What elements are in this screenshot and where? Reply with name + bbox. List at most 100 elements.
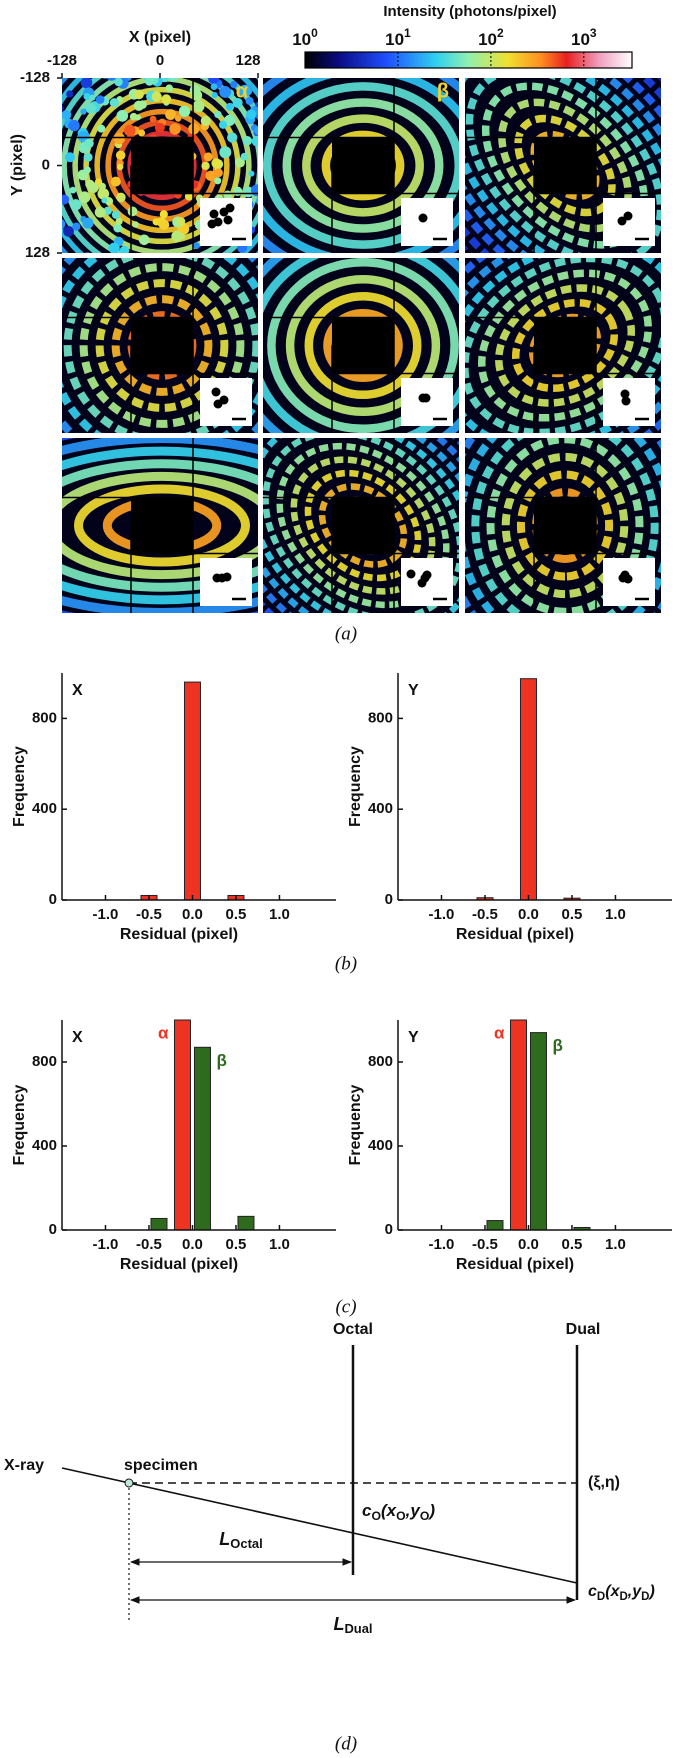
speckle (232, 97, 243, 108)
ring (321, 130, 405, 201)
diffraction-image (263, 258, 459, 433)
text-run: ,y (405, 1501, 422, 1520)
beam-stop (131, 137, 193, 194)
speckle (192, 100, 205, 113)
speckle (238, 84, 251, 97)
diffraction-image (62, 258, 258, 433)
particle (621, 396, 631, 406)
speckle (114, 78, 123, 87)
diagram-label: cO(xO,yO) (362, 1501, 435, 1523)
speckle (182, 68, 192, 78)
panel-title: Y (408, 1029, 419, 1046)
speckle (140, 47, 151, 58)
y-tick-label: 0 (49, 1221, 57, 1238)
y-tick-label: 0 (385, 891, 393, 908)
speckle (171, 230, 183, 242)
text-run: (x (605, 1583, 620, 1600)
ring (127, 130, 197, 201)
speckle (84, 252, 91, 253)
speckle (201, 161, 210, 171)
particle (620, 389, 630, 399)
x-axis-label: Residual (pixel) (456, 1256, 574, 1273)
speckle (250, 184, 258, 197)
speckle (227, 132, 238, 143)
diagram-label: specimen (124, 1457, 198, 1474)
particle (207, 219, 217, 229)
subscript: D (619, 1591, 627, 1603)
x-tick-label: -0.5 (136, 1236, 162, 1253)
particle (223, 215, 233, 225)
y-tick-label: 400 (32, 800, 57, 817)
subscript: D (597, 1591, 605, 1603)
particle-label: β (437, 80, 449, 102)
diagram-label: LOctal (219, 1529, 262, 1552)
particle (623, 211, 633, 221)
tick-exponent: 0 (311, 26, 318, 40)
speckle (134, 89, 144, 100)
diagram-label: Dual (566, 1321, 601, 1338)
x-tick-label: -1.0 (429, 906, 455, 923)
speckle (165, 78, 170, 79)
speckle (165, 109, 177, 120)
speckle (138, 234, 150, 246)
beam-stop (332, 317, 394, 374)
speckle (113, 132, 126, 145)
speckle (62, 219, 66, 230)
particle (213, 399, 223, 409)
text-run: c (362, 1501, 372, 1520)
x-tick-label: -1.0 (93, 1236, 119, 1253)
speckle (62, 110, 72, 120)
speckle (83, 93, 91, 100)
speckle (154, 122, 165, 133)
y-tick-label: 800 (368, 1053, 393, 1070)
speckle (69, 186, 77, 194)
x-tick-label: 0 (156, 52, 164, 69)
beam-stop (332, 497, 394, 554)
tick-exponent: 1 (404, 26, 411, 40)
y-axis-label: Frequency (347, 1084, 364, 1165)
speckle (83, 152, 93, 162)
ring (263, 438, 459, 613)
speckle (70, 199, 82, 211)
speckle (128, 61, 136, 69)
subscript: O (396, 1509, 406, 1523)
speckle (97, 124, 106, 133)
series-label: β (552, 1036, 562, 1055)
x-tick-label: 0.5 (562, 906, 583, 923)
tick-base: 10 (571, 30, 590, 49)
speckle (84, 138, 94, 149)
speckle (115, 217, 123, 225)
ring-group (263, 258, 459, 433)
speckle (226, 102, 234, 110)
speckle (176, 58, 185, 67)
x-axis-label: Residual (pixel) (120, 1256, 238, 1273)
series-label: β (216, 1051, 226, 1070)
series-label: α (158, 1023, 169, 1042)
speckle (188, 123, 200, 135)
speckle (189, 85, 201, 96)
subscript: O (420, 1509, 430, 1523)
colorbar-tick-label: 101 (385, 26, 411, 49)
speckle (214, 177, 222, 185)
x-tick-label: -128 (47, 52, 77, 69)
speckle (248, 170, 255, 177)
speckle (173, 45, 182, 54)
beam-stop (131, 317, 193, 374)
speckle (84, 166, 91, 174)
x-axis-label: Residual (pixel) (120, 926, 238, 943)
bar (183, 681, 201, 901)
y-tick-label: 800 (32, 1053, 57, 1070)
x-tick-label: 0.5 (226, 1236, 247, 1253)
speckle (169, 123, 181, 135)
speckle (113, 223, 123, 233)
tick-exponent: 2 (497, 26, 504, 40)
x-tick-label: 0.5 (226, 906, 247, 923)
tick-base: 10 (385, 30, 404, 49)
speckle (210, 83, 218, 91)
speckle (232, 186, 243, 196)
speckle (168, 78, 179, 82)
caption: (d) (335, 1733, 357, 1754)
particle (422, 570, 432, 580)
speckle (87, 182, 99, 194)
diagram-label: Octal (333, 1321, 373, 1338)
